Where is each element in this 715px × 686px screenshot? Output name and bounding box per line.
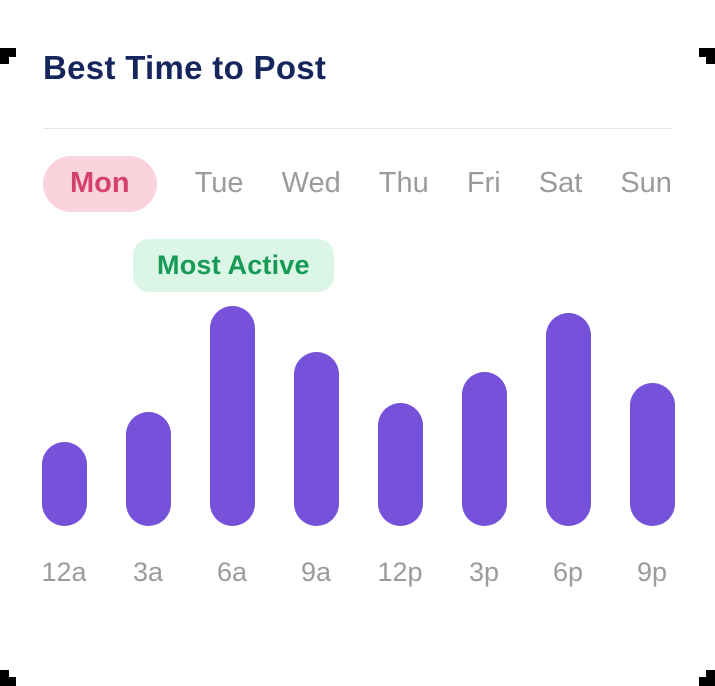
best-time-to-post-card: Best Time to Post Mon Tue Wed Thu Fri Sat Sun …	[0, 48, 715, 587]
day-tab-thu[interactable]: Thu	[378, 167, 429, 200]
x-label-3a: 3a	[132, 556, 164, 587]
most-active-badge: Most Active	[133, 238, 334, 292]
activity-bar-9p	[629, 382, 675, 526]
bar-column-12p	[358, 402, 442, 526]
corner-mark-top-right	[699, 48, 715, 64]
x-label-9p: 9p	[636, 556, 668, 587]
day-tab-mon[interactable]: Mon	[43, 155, 157, 212]
activity-bar-3p	[461, 371, 507, 526]
x-axis-labels: 12a 3a 6a 9a 12p 3p 6p 9p	[22, 556, 694, 588]
day-tab-wed[interactable]: Wed	[281, 167, 341, 200]
activity-bar-6a	[209, 305, 255, 526]
day-tab-fri[interactable]: Fri	[466, 167, 501, 200]
bar-column-6p	[526, 312, 610, 526]
corner-mark-bottom-left	[0, 670, 16, 686]
page-title: Best Time to Post	[43, 49, 327, 86]
bar-column-9a	[274, 351, 358, 526]
bar-column-9p	[610, 382, 694, 526]
day-tab-sat[interactable]: Sat	[538, 167, 583, 200]
x-label-6p: 6p	[552, 556, 584, 587]
bar-column-6a	[190, 305, 274, 526]
badge-row: Most Active	[43, 238, 672, 292]
bar-column-12a	[22, 441, 106, 526]
bar-chart	[22, 292, 694, 526]
activity-bar-12a	[41, 441, 87, 526]
x-label-6a: 6a	[216, 556, 248, 587]
activity-bar-9a	[293, 351, 339, 526]
x-label-12p: 12p	[377, 556, 423, 587]
bar-column-3p	[442, 371, 526, 526]
bar-column-3a	[106, 411, 190, 526]
activity-bar-6p	[545, 312, 591, 526]
day-tabs: Mon Tue Wed Thu Fri Sat Sun	[43, 155, 672, 212]
day-tab-tue[interactable]: Tue	[194, 167, 244, 200]
activity-bar-12p	[377, 402, 423, 526]
x-label-3p: 3p	[468, 556, 500, 587]
day-tab-sun[interactable]: Sun	[620, 167, 672, 200]
activity-bar-3a	[125, 411, 171, 526]
x-label-9a: 9a	[300, 556, 332, 587]
corner-mark-bottom-right	[699, 670, 715, 686]
divider	[43, 127, 672, 129]
corner-mark-top-left	[0, 48, 16, 64]
x-label-12a: 12a	[41, 556, 87, 587]
